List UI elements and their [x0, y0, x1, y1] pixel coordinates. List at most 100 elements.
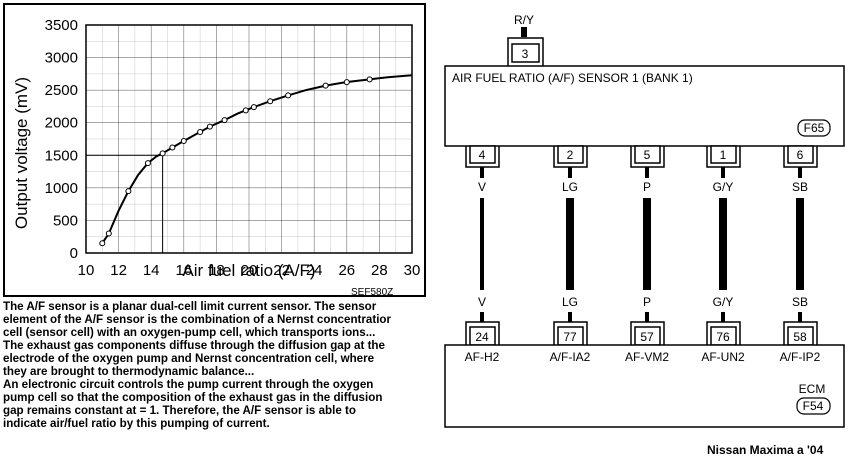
af-sensor-title: AIR FUEL RATIO (A/F) SENSOR 1 (BANK 1) [452, 71, 693, 85]
y-tick-labels: 0 500 1000 1500 2000 2500 3000 3500 [45, 17, 78, 262]
top-pin-number: 3 [522, 47, 529, 61]
wire-color-label-top: V [478, 180, 486, 194]
ecm-connector-code-badge [796, 397, 831, 415]
sensor-pin-number: 5 [644, 148, 651, 162]
x-tick-label: 30 [404, 262, 421, 279]
y-tick-label: 1000 [45, 180, 78, 197]
sensor-description: The A/F sensor is a planar dual-cell lim… [3, 300, 392, 430]
x-tick-label: 22 [273, 262, 290, 279]
x-tick-label: 12 [110, 262, 127, 279]
data-point-marker [99, 240, 106, 247]
ecm-signal-label: A/F-IP2 [780, 350, 821, 364]
top-wire [521, 27, 527, 37]
sensor-pin-1: 1 [706, 145, 741, 168]
data-point-marker [169, 144, 176, 151]
x-tick-label: 28 [371, 262, 388, 279]
ecm-signal-label: AF-H2 [465, 350, 500, 364]
figure-code: SEF580Z [351, 287, 393, 298]
wire-V: V V [478, 167, 486, 322]
ecm-signal-label: A/F-IA2 [550, 350, 591, 364]
data-point-marker [159, 150, 166, 157]
wire-color-label-bottom: G/Y [713, 295, 734, 309]
ecm-pin-24: 24 [465, 321, 500, 346]
sensor-pin-2: 2 [553, 145, 588, 168]
x-tick-label: 10 [78, 262, 95, 279]
data-point-marker [322, 82, 329, 89]
ecm-pin-77: 77 [553, 321, 588, 346]
x-axis-label: Air fuel ratio (A/F) [182, 261, 315, 280]
af-sensor-box [444, 65, 845, 147]
wire-LG: LG LG [562, 167, 578, 322]
chart-panel: 10 12 14 16 18 20 22 24 26 28 30 0 500 1000 1500 2000 2… [3, 3, 426, 298]
sensor-pin-6: 6 [783, 145, 818, 168]
wire-P: P P [643, 167, 651, 322]
wire-color-label-top: LG [562, 180, 578, 194]
data-point-marker [242, 107, 249, 114]
data-point-marker [206, 123, 213, 130]
ecm-pin-number: 57 [640, 330, 654, 344]
wire-color-label-top: G/Y [713, 180, 734, 194]
ecm-pin-57: 57 [630, 321, 665, 346]
data-point-marker [366, 76, 373, 83]
wire-G-Y: G/Y G/Y [713, 167, 734, 322]
wire-color-label-bottom: LG [562, 295, 578, 309]
sensor-pin-5: 5 [630, 145, 665, 168]
series-markers [99, 76, 373, 247]
af-sensor-output-chart: 10 12 14 16 18 20 22 24 26 28 30 0 500 1000 1500 2000 2… [12, 17, 421, 298]
x-tick-label: 16 [175, 262, 192, 279]
ecm-pin-number: 58 [793, 330, 807, 344]
top-wire-color: R/Y [514, 13, 534, 27]
x-tick-label: 14 [143, 262, 160, 279]
y-tick-label: 3000 [45, 50, 78, 67]
data-point-marker [267, 98, 274, 105]
reference-lines [86, 154, 164, 253]
ecm-pin-number: 24 [475, 330, 489, 344]
data-point-marker [144, 160, 151, 167]
data-point-marker [221, 117, 228, 124]
x-tick-label: 26 [338, 262, 355, 279]
data-point-marker [250, 104, 257, 111]
wire-color-label-bottom: P [643, 295, 651, 309]
plot-area-frame [85, 24, 413, 254]
ecm-pin-58: 58 [783, 321, 818, 346]
sensor-connector-code: F65 [804, 121, 825, 135]
data-point-marker [343, 79, 350, 86]
wire-SB: SB SB [792, 167, 808, 322]
y-axis-label: Output voltage (mV) [12, 77, 31, 229]
wire-color-label-bottom: V [478, 295, 486, 309]
wire-color-label-top: SB [792, 180, 808, 194]
sensor-pin-number: 6 [797, 148, 804, 162]
y-tick-label: 1500 [45, 147, 78, 164]
data-point-marker [197, 128, 204, 135]
y-tick-label: 2500 [45, 82, 78, 99]
data-point-marker [125, 188, 132, 195]
ecm-connector-code: F54 [803, 399, 824, 413]
y-tick-label: 2000 [45, 115, 78, 132]
wire-color-label-bottom: SB [792, 295, 808, 309]
data-point-marker [180, 137, 187, 144]
ecm-box [444, 344, 845, 428]
sensor-pin-number: 4 [479, 148, 486, 162]
x-tick-label: 24 [306, 262, 323, 279]
sensor-pin-number: 1 [720, 148, 727, 162]
top-pin-box [511, 43, 540, 63]
wire-color-label-top: P [643, 180, 651, 194]
x-tick-labels: 10 12 14 16 18 20 22 24 26 28 30 [78, 262, 421, 279]
ecm-title: ECM [799, 382, 826, 396]
ecm-pin-76: 76 [706, 321, 741, 346]
sensor-pin-number: 2 [567, 148, 574, 162]
source-credit: Nissan Maxima a '04 [707, 443, 824, 457]
sensor-pin-4: 4 [465, 145, 500, 168]
data-point-marker [105, 230, 112, 237]
top-connector-outer [507, 37, 544, 66]
y-tick-label: 3500 [45, 17, 78, 34]
y-tick-label: 0 [70, 245, 78, 262]
y-tick-label: 500 [53, 212, 78, 229]
ecm-signal-label: AF-UN2 [701, 350, 745, 364]
ecm-pin-number: 76 [716, 330, 730, 344]
x-tick-label: 20 [241, 262, 258, 279]
ecm-pin-number: 77 [563, 330, 577, 344]
data-point-marker [285, 92, 292, 99]
x-tick-label: 18 [208, 262, 225, 279]
